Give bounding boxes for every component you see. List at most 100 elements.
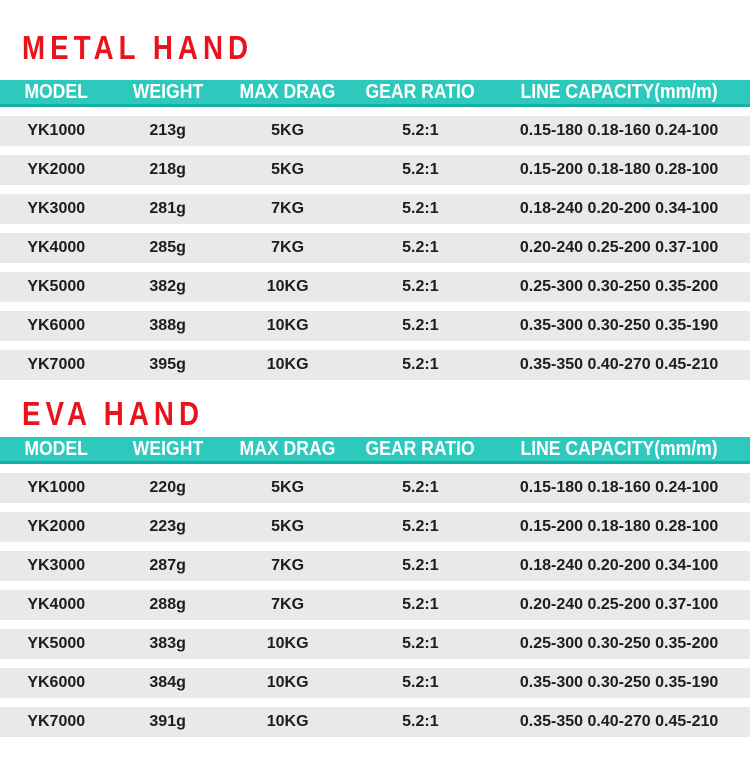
cell-max-drag: 10KG bbox=[266, 674, 309, 691]
column-header-weight: WEIGHT bbox=[113, 81, 223, 104]
cell-line-capacity: 0.35-300 0.30-250 0.35-190 bbox=[519, 674, 719, 691]
table-row: YK1000 220g 5KG 5.2:1 0.15-180 0.18-160 0.24… bbox=[0, 473, 750, 503]
cell-model: YK1000 bbox=[27, 479, 86, 496]
cell-gear-ratio: 5.2:1 bbox=[402, 674, 439, 691]
cell-line-capacity: 0.15-200 0.18-180 0.28-100 bbox=[519, 518, 719, 535]
column-header-label: MODEL bbox=[24, 80, 89, 103]
cell-line-capacity: 0.20-240 0.25-200 0.37-100 bbox=[519, 596, 719, 613]
cell-gear-ratio: 5.2:1 bbox=[402, 635, 439, 652]
cell-model: YK5000 bbox=[27, 278, 86, 295]
column-header-line-capacity: LINE CAPACITY(mm/m) bbox=[488, 81, 750, 104]
cell-weight: 220g bbox=[149, 479, 186, 496]
cell-model: YK4000 bbox=[27, 596, 86, 613]
cell-max-drag: 7KG bbox=[271, 200, 305, 217]
cell-max-drag: 5KG bbox=[271, 122, 305, 139]
section-title-metal-hand: METAL HAND bbox=[22, 29, 254, 66]
column-header-weight: WEIGHT bbox=[113, 438, 223, 461]
cell-gear-ratio: 5.2:1 bbox=[402, 518, 439, 535]
table-row: YK5000 382g 10KG 5.2:1 0.25-300 0.30-250 0.3… bbox=[0, 272, 750, 302]
table-row: YK6000 384g 10KG 5.2:1 0.35-300 0.30-250 0.3… bbox=[0, 668, 750, 698]
cell-line-capacity: 0.15-180 0.18-160 0.24-100 bbox=[519, 122, 719, 139]
cell-max-drag: 5KG bbox=[271, 161, 305, 178]
cell-max-drag: 7KG bbox=[271, 596, 305, 613]
cell-weight: 223g bbox=[149, 518, 186, 535]
cell-model: YK5000 bbox=[27, 635, 86, 652]
column-header-label: LINE CAPACITY(mm/m) bbox=[520, 437, 718, 460]
cell-weight: 382g bbox=[149, 278, 186, 295]
column-header-label: WEIGHT bbox=[132, 80, 203, 103]
cell-max-drag: 10KG bbox=[266, 635, 309, 652]
column-header-label: MODEL bbox=[24, 437, 89, 460]
cell-weight: 395g bbox=[149, 356, 186, 373]
cell-max-drag: 10KG bbox=[266, 317, 309, 334]
cell-gear-ratio: 5.2:1 bbox=[402, 713, 439, 730]
cell-weight: 285g bbox=[149, 239, 186, 256]
cell-line-capacity: 0.35-300 0.30-250 0.35-190 bbox=[519, 317, 719, 334]
spec-table-metal: MODEL WEIGHT MAX DRAG GEAR RATIO LINE CAPACI… bbox=[0, 80, 750, 380]
column-header-max-drag: MAX DRAG bbox=[223, 438, 353, 461]
column-header-label: MAX DRAG bbox=[239, 80, 336, 103]
section-title-eva-hand: EVA HAND bbox=[22, 395, 205, 432]
cell-weight: 388g bbox=[149, 317, 186, 334]
cell-model: YK2000 bbox=[27, 161, 86, 178]
table-row: YK3000 287g 7KG 5.2:1 0.18-240 0.20-200 0.34… bbox=[0, 551, 750, 581]
cell-model: YK7000 bbox=[27, 713, 86, 730]
table-row: YK1000 213g 5KG 5.2:1 0.15-180 0.18-160 0.24… bbox=[0, 116, 750, 146]
cell-line-capacity: 0.20-240 0.25-200 0.37-100 bbox=[519, 239, 719, 256]
cell-model: YK6000 bbox=[27, 317, 86, 334]
cell-model: YK3000 bbox=[27, 200, 86, 217]
cell-line-capacity: 0.35-350 0.40-270 0.45-210 bbox=[519, 713, 719, 730]
column-header-label: LINE CAPACITY(mm/m) bbox=[520, 80, 718, 103]
cell-gear-ratio: 5.2:1 bbox=[402, 557, 439, 574]
spec-table-eva: MODEL WEIGHT MAX DRAG GEAR RATIO LINE CAPACI… bbox=[0, 437, 750, 737]
column-header-gear-ratio: GEAR RATIO bbox=[352, 438, 488, 461]
cell-weight: 218g bbox=[149, 161, 186, 178]
cell-line-capacity: 0.15-200 0.18-180 0.28-100 bbox=[519, 161, 719, 178]
table-row: YK2000 218g 5KG 5.2:1 0.15-200 0.18-180 0.28… bbox=[0, 155, 750, 185]
reel-spec-sheet: METAL HAND MODEL WEIGHT MAX DRAG GEAR RATIO… bbox=[0, 31, 750, 737]
cell-line-capacity: 0.18-240 0.20-200 0.34-100 bbox=[519, 200, 719, 217]
table-header-row: MODEL WEIGHT MAX DRAG GEAR RATIO LINE CAPACI… bbox=[0, 437, 750, 464]
cell-line-capacity: 0.35-350 0.40-270 0.45-210 bbox=[519, 356, 719, 373]
cell-model: YK2000 bbox=[27, 518, 86, 535]
cell-max-drag: 7KG bbox=[271, 557, 305, 574]
column-header-label: MAX DRAG bbox=[239, 437, 336, 460]
table-row: YK2000 223g 5KG 5.2:1 0.15-200 0.18-180 0.28… bbox=[0, 512, 750, 542]
cell-max-drag: 10KG bbox=[266, 356, 309, 373]
cell-gear-ratio: 5.2:1 bbox=[402, 479, 439, 496]
table-row: YK4000 285g 7KG 5.2:1 0.20-240 0.25-200 0.37… bbox=[0, 233, 750, 263]
table-body: YK1000 220g 5KG 5.2:1 0.15-180 0.18-160 0.24… bbox=[0, 473, 750, 737]
cell-gear-ratio: 5.2:1 bbox=[402, 161, 439, 178]
cell-weight: 383g bbox=[149, 635, 186, 652]
column-header-max-drag: MAX DRAG bbox=[223, 81, 353, 104]
cell-model: YK1000 bbox=[27, 122, 86, 139]
cell-max-drag: 5KG bbox=[271, 479, 305, 496]
cell-weight: 287g bbox=[149, 557, 186, 574]
cell-weight: 384g bbox=[149, 674, 186, 691]
section-eva-hand: EVA HAND MODEL WEIGHT MAX DRAG GEAR RATIO LI… bbox=[0, 397, 750, 737]
table-header-row: MODEL WEIGHT MAX DRAG GEAR RATIO LINE CAPACI… bbox=[0, 80, 750, 107]
table-row: YK4000 288g 7KG 5.2:1 0.20-240 0.25-200 0.37… bbox=[0, 590, 750, 620]
cell-line-capacity: 0.25-300 0.30-250 0.35-200 bbox=[519, 278, 719, 295]
table-row: YK7000 395g 10KG 5.2:1 0.35-350 0.40-270 0.4… bbox=[0, 350, 750, 380]
cell-max-drag: 10KG bbox=[266, 278, 309, 295]
cell-weight: 391g bbox=[149, 713, 186, 730]
cell-gear-ratio: 5.2:1 bbox=[402, 278, 439, 295]
cell-line-capacity: 0.25-300 0.30-250 0.35-200 bbox=[519, 635, 719, 652]
cell-line-capacity: 0.15-180 0.18-160 0.24-100 bbox=[519, 479, 719, 496]
cell-model: YK4000 bbox=[27, 239, 86, 256]
column-header-gear-ratio: GEAR RATIO bbox=[352, 81, 488, 104]
cell-weight: 213g bbox=[149, 122, 186, 139]
cell-gear-ratio: 5.2:1 bbox=[402, 239, 439, 256]
table-row: YK6000 388g 10KG 5.2:1 0.35-300 0.30-250 0.3… bbox=[0, 311, 750, 341]
table-body: YK1000 213g 5KG 5.2:1 0.15-180 0.18-160 0.24… bbox=[0, 116, 750, 380]
section-metal-hand: METAL HAND MODEL WEIGHT MAX DRAG GEAR RATIO… bbox=[0, 31, 750, 380]
cell-model: YK6000 bbox=[27, 674, 86, 691]
column-header-label: GEAR RATIO bbox=[365, 437, 475, 460]
column-header-model: MODEL bbox=[0, 81, 113, 104]
column-header-label: GEAR RATIO bbox=[365, 80, 475, 103]
cell-max-drag: 10KG bbox=[266, 713, 309, 730]
cell-gear-ratio: 5.2:1 bbox=[402, 200, 439, 217]
cell-gear-ratio: 5.2:1 bbox=[402, 596, 439, 613]
cell-gear-ratio: 5.2:1 bbox=[402, 356, 439, 373]
